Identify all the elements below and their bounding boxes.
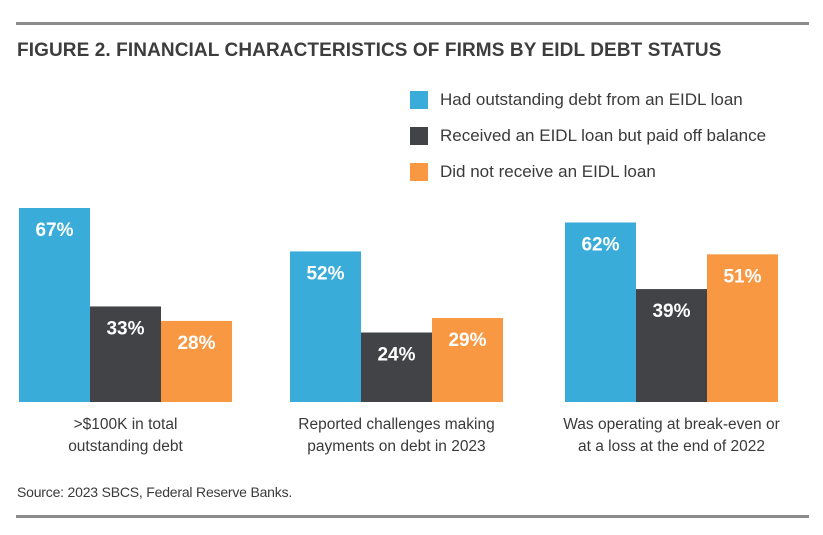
bar-outstanding-debt-3: [565, 222, 636, 402]
bar-chart: 67% 33% 28% >$100K in total outstanding debt…: [19, 208, 780, 455]
legend-swatch-outstanding-debt: [410, 91, 428, 109]
category-label-1-line-2: outstanding debt: [68, 438, 183, 455]
bar-paid-off-3: [636, 289, 707, 402]
category-label-3-line-2: at a loss at the end of 2022: [578, 438, 765, 455]
category-label-2-line-2: payments on debt in 2023: [307, 438, 485, 455]
data-label-outstanding-debt-3: 62%: [581, 234, 619, 255]
data-label-paid-off-1: 33%: [106, 318, 144, 339]
data-label-paid-off-3: 39%: [652, 301, 690, 322]
data-label-outstanding-debt-2: 52%: [306, 263, 344, 284]
bar-paid-off-2: [361, 332, 432, 402]
data-label-paid-off-2: 24%: [377, 345, 415, 366]
bar-no-loan-3: [707, 254, 778, 402]
category-label-1-line-1: >$100K in total: [74, 416, 178, 433]
bar-no-loan-1: [161, 320, 232, 402]
source-note: Source: 2023 SBCS, Federal Reserve Banks…: [17, 484, 293, 500]
figure-title: FIGURE 2. FINANCIAL CHARACTERISTICS OF F…: [17, 40, 722, 61]
legend: Had outstanding debt from an EIDL loan R…: [410, 82, 766, 190]
category-label-3-line-1: Was operating at break-even or: [563, 416, 780, 433]
data-label-outstanding-debt-1: 67%: [35, 220, 73, 241]
bar-outstanding-debt-1: [19, 208, 90, 402]
legend-label-paid-off: Received an EIDL loan but paid off balan…: [440, 126, 767, 145]
bar-outstanding-debt-2: [290, 251, 361, 402]
legend-swatch-no-loan: [410, 163, 428, 181]
top-rule: [16, 22, 809, 25]
legend-label-outstanding-debt: Had outstanding debt from an EIDL loan: [440, 90, 743, 109]
bottom-rule: [16, 515, 809, 518]
bar-no-loan-2: [432, 318, 503, 402]
legend-item-paid-off: Received an EIDL loan but paid off balan…: [410, 118, 766, 154]
legend-item-no-loan: Did not receive an EIDL loan: [410, 154, 766, 190]
data-label-no-loan-3: 51%: [723, 266, 761, 287]
legend-item-outstanding-debt: Had outstanding debt from an EIDL loan: [410, 82, 766, 118]
legend-swatch-paid-off: [410, 127, 428, 145]
data-label-no-loan-2: 29%: [448, 330, 486, 351]
data-label-no-loan-1: 28%: [177, 333, 215, 354]
legend-label-no-loan: Did not receive an EIDL loan: [440, 162, 656, 181]
category-label-2-line-1: Reported challenges making: [298, 416, 494, 433]
bar-paid-off-1: [90, 306, 161, 402]
